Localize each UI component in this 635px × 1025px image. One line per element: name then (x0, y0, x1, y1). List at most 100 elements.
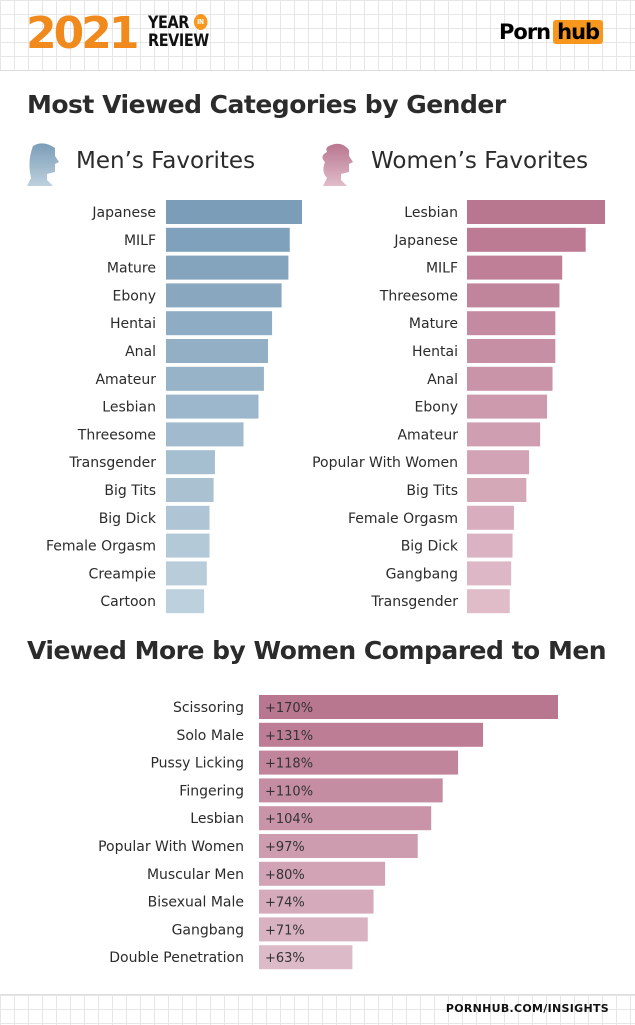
category-label: Lesbian (190, 811, 244, 827)
value-label: +104% (265, 812, 313, 827)
bar (259, 917, 368, 942)
category-label: Popular With Women (98, 839, 244, 855)
section-title-gender: Most Viewed Categories by Gender (27, 90, 506, 119)
value-label: +71% (265, 923, 305, 938)
category-label: Lesbian (102, 400, 156, 416)
value-label: +170% (265, 701, 313, 716)
bar (467, 366, 553, 391)
bar (259, 889, 374, 914)
category-label: Big Dick (99, 511, 157, 527)
category-label: Hentai (412, 344, 458, 360)
bar (166, 533, 210, 558)
bar (259, 834, 418, 858)
category-label: Pussy Licking (150, 756, 244, 772)
category-label: Amateur (397, 427, 458, 443)
bar (467, 561, 512, 586)
bar (166, 339, 268, 363)
section-title-women-vs-men: Viewed More by Women Compared to Men (27, 636, 607, 665)
bar (259, 806, 432, 831)
bar (467, 533, 513, 558)
bar (467, 505, 514, 530)
men-favorites-title: Men’s Favorites (76, 148, 256, 174)
category-label: Mature (107, 261, 156, 277)
bar (467, 589, 510, 614)
bar (467, 255, 563, 280)
category-label: Muscular Men (147, 867, 244, 883)
category-label: Female Orgasm (46, 539, 156, 555)
bar (467, 311, 556, 336)
category-label: Lesbian (404, 205, 458, 221)
bar (166, 255, 289, 280)
bar (259, 722, 484, 747)
category-label: Gangbang (172, 922, 244, 938)
value-label: +80% (265, 868, 305, 883)
category-label: Anal (427, 372, 458, 388)
bar (259, 750, 459, 775)
value-label: +110% (265, 784, 313, 799)
category-label: Japanese (393, 233, 458, 249)
bar (467, 478, 527, 502)
male-head-icon (27, 143, 59, 186)
value-label: +131% (265, 729, 313, 744)
category-label: Ebony (415, 400, 458, 416)
bar (166, 478, 214, 502)
category-label: Transgender (370, 594, 458, 610)
brand-logo[interactable]: Porn hub (499, 20, 604, 44)
header-grid (0, 0, 635, 71)
category-label: Scissoring (173, 700, 244, 716)
category-label: Solo Male (176, 728, 244, 744)
category-label: Ebony (113, 288, 156, 304)
bar (166, 505, 210, 530)
bar (467, 422, 541, 447)
category-label: Amateur (95, 372, 156, 388)
bar (467, 450, 530, 475)
category-label: Threesome (379, 288, 458, 304)
category-label: Hentai (110, 316, 156, 332)
category-label: Double Penetration (109, 950, 244, 966)
year-in-review-logo: YEAR IN REVIEW (148, 13, 209, 51)
bar (166, 561, 207, 586)
bar (166, 422, 244, 447)
bar (166, 589, 205, 614)
category-label: Fingering (179, 783, 244, 799)
category-label: MILF (426, 261, 458, 277)
bar (166, 283, 282, 308)
category-label: Anal (125, 344, 156, 360)
category-label: Transgender (68, 455, 156, 471)
category-label: Cartoon (100, 594, 156, 610)
category-label: Threesome (77, 427, 156, 443)
bar (166, 227, 290, 252)
bar (166, 311, 273, 336)
category-label: Mature (409, 316, 458, 332)
bar (467, 339, 556, 363)
bar (259, 778, 443, 803)
value-label: +63% (265, 951, 305, 966)
bar (467, 227, 586, 252)
category-label: Japanese (91, 205, 156, 221)
category-label: Bisexual Male (148, 895, 244, 911)
category-label: Creampie (89, 566, 156, 582)
women-favorites-title: Women’s Favorites (371, 148, 589, 174)
bar (467, 283, 560, 308)
female-head-icon (322, 143, 353, 186)
footer-link[interactable]: PORNHUB.COM/INSIGHTS (445, 1002, 609, 1015)
category-label: Gangbang (386, 566, 458, 582)
year-logo: 2021 (26, 8, 139, 59)
bar (166, 200, 302, 224)
value-label: +118% (265, 757, 313, 772)
category-label: Big Tits (104, 483, 156, 499)
category-label: Popular With Women (312, 455, 458, 471)
category-label: Big Tits (406, 483, 458, 499)
bar (259, 695, 558, 719)
bar (467, 200, 605, 224)
bar (259, 861, 386, 886)
category-label: Female Orgasm (348, 511, 458, 527)
category-label: Big Dick (401, 539, 459, 555)
value-label: +74% (265, 896, 305, 911)
bar (467, 394, 548, 419)
bar (166, 366, 264, 391)
bar (259, 945, 353, 970)
bar (166, 450, 215, 475)
footer-grid (0, 994, 635, 1025)
